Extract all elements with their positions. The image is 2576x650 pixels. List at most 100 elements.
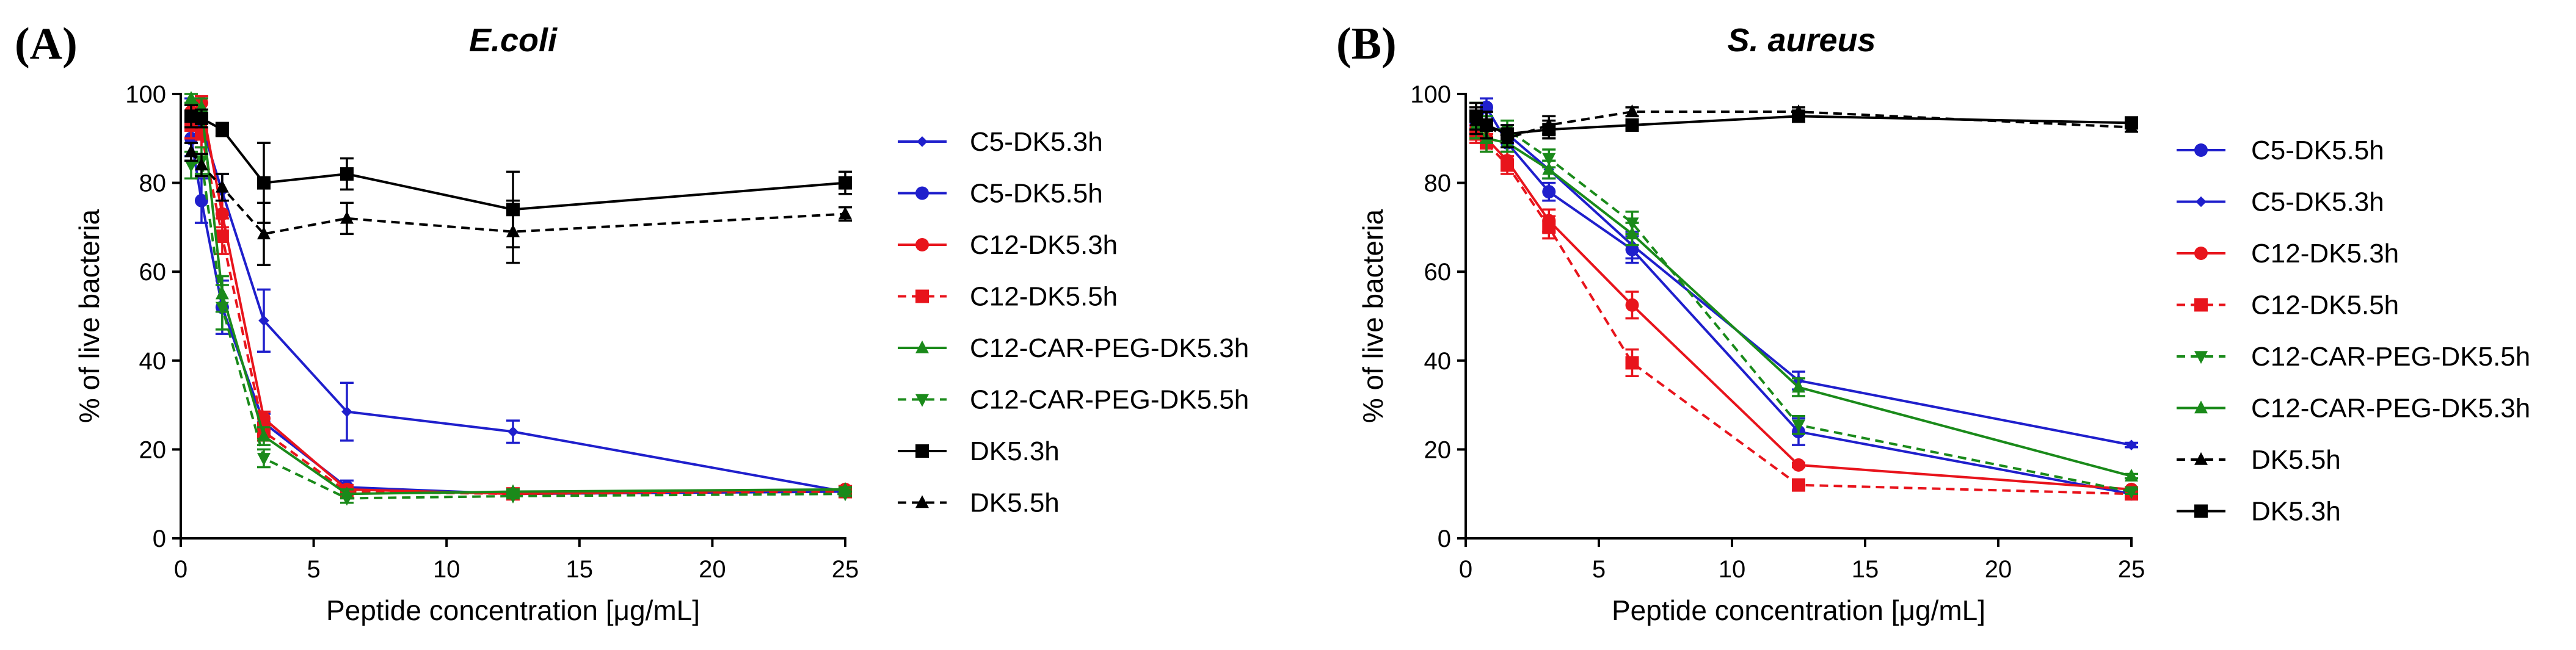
- data-point: [215, 123, 229, 137]
- data-point: [257, 428, 271, 442]
- data-point: [1792, 109, 1805, 123]
- legend-label: C12-CAR-PEG-DK5.3h: [2251, 394, 2530, 424]
- y-axis-title: % of live bacteria: [1357, 209, 1389, 423]
- x-tick-label: 0: [1459, 556, 1472, 583]
- legend-label: DK5.5h: [970, 488, 1060, 518]
- legend-entry: C12-CAR-PEG-DK5.3h: [898, 333, 1249, 363]
- data-point: [2125, 486, 2138, 499]
- legend-label: C12-DK5.3h: [970, 230, 1118, 260]
- data-point: [1480, 100, 1494, 114]
- legend-entry: C12-CAR-PEG-DK5.3h: [2177, 394, 2530, 424]
- legend-entry: C12-DK5.5h: [2177, 291, 2399, 320]
- legend-marker: [2194, 452, 2208, 465]
- x-tick-label: 0: [174, 556, 187, 583]
- x-tick-label: 5: [307, 556, 320, 583]
- x-tick-label: 5: [1592, 556, 1606, 583]
- data-point: [1501, 158, 1515, 172]
- data-point: [340, 211, 354, 224]
- y-tick-label: 100: [125, 81, 166, 108]
- data-point: [1625, 226, 1639, 240]
- x-tick-label: 20: [699, 556, 726, 583]
- x-tick-label: 10: [1719, 556, 1746, 583]
- data-point: [1542, 123, 1556, 137]
- legend-label: DK5.3h: [2251, 497, 2341, 527]
- data-point: [1792, 380, 1805, 393]
- panel-label: (A): [15, 19, 78, 69]
- x-tick-label: 25: [832, 556, 859, 583]
- data-point: [194, 112, 208, 126]
- data-point: [341, 406, 352, 417]
- data-point: [257, 226, 271, 240]
- legend-marker: [915, 289, 929, 303]
- legend-marker: [915, 238, 929, 251]
- data-point: [506, 491, 520, 504]
- legend-marker: [917, 136, 928, 147]
- data-point: [215, 302, 229, 315]
- data-point: [340, 493, 354, 506]
- y-tick-label: 40: [139, 348, 167, 375]
- data-point: [2125, 468, 2138, 482]
- data-point: [340, 167, 354, 181]
- legend-entry: DK5.3h: [898, 436, 1060, 466]
- y-tick-label: 40: [1424, 348, 1452, 375]
- data-point: [184, 144, 198, 157]
- legend-entry: C12-DK5.3h: [2177, 239, 2399, 269]
- legend-label: C12-CAR-PEG-DK5.5h: [970, 385, 1249, 415]
- x-tick-label: 15: [1852, 556, 1879, 583]
- data-point: [1542, 185, 1556, 199]
- data-point: [257, 453, 271, 466]
- data-point: [1792, 478, 1805, 492]
- y-tick-label: 80: [139, 170, 167, 197]
- series-line: [191, 115, 846, 211]
- data-point: [215, 179, 229, 193]
- data-point: [258, 315, 269, 327]
- data-point: [194, 193, 208, 208]
- series-dk5-3h: [184, 104, 852, 248]
- legend-marker: [2194, 143, 2208, 157]
- y-tick-label: 100: [1410, 81, 1451, 108]
- x-axis-title: Peptide concentration [μg/mL]: [1612, 594, 1985, 626]
- x-tick-label: 10: [433, 556, 460, 583]
- data-point: [839, 488, 852, 502]
- series-dk5-5h: [184, 142, 852, 267]
- legend-label: DK5.3h: [970, 436, 1060, 466]
- legend-label: C12-DK5.3h: [2251, 239, 2399, 269]
- legend-marker: [2194, 351, 2208, 364]
- series-line: [190, 151, 846, 236]
- x-tick-label: 15: [566, 556, 594, 583]
- panel-label: (B): [1336, 19, 1397, 69]
- legend-entry: C5-DK5.5h: [2177, 135, 2384, 165]
- data-point: [1625, 298, 1639, 312]
- data-point: [839, 206, 852, 220]
- data-point: [1625, 356, 1639, 370]
- x-tick-label: 20: [1985, 556, 2012, 583]
- legend-label: C5-DK5.5h: [970, 179, 1103, 209]
- series-c12-dk5-3h: [1469, 119, 2138, 496]
- chart-title: S. aureus: [1727, 22, 1876, 59]
- data-point: [184, 109, 198, 123]
- legend-label: DK5.5h: [2251, 445, 2341, 475]
- data-point: [839, 176, 852, 190]
- legend-entry: DK5.5h: [898, 488, 1060, 518]
- legend-label: C5-DK5.5h: [2251, 135, 2384, 165]
- series-c12-car-peg-dk5-5h: [1469, 101, 2138, 499]
- data-point: [1625, 118, 1639, 132]
- series-c5-dk5-3h: [1469, 110, 2138, 450]
- data-point: [184, 159, 198, 173]
- legend-label: C12-DK5.5h: [2251, 291, 2399, 320]
- legend-marker: [915, 444, 929, 458]
- data-point: [1792, 419, 1805, 433]
- y-tick-label: 60: [139, 259, 167, 286]
- legend-label: C12-DK5.5h: [970, 282, 1118, 312]
- series-c5-dk5-5h: [1469, 97, 2138, 501]
- y-tick-label: 20: [1424, 436, 1452, 463]
- legend-entry: C12-CAR-PEG-DK5.5h: [898, 385, 1249, 415]
- legend-entry: C12-DK5.3h: [898, 230, 1118, 260]
- legend-entry: DK5.5h: [2177, 445, 2341, 475]
- legend-marker: [915, 186, 929, 200]
- x-tick-label: 25: [2118, 556, 2145, 583]
- y-tick-label: 80: [1424, 170, 1452, 197]
- data-point: [1542, 153, 1556, 166]
- series-line: [190, 110, 846, 493]
- chart-title: E.coli: [469, 22, 558, 59]
